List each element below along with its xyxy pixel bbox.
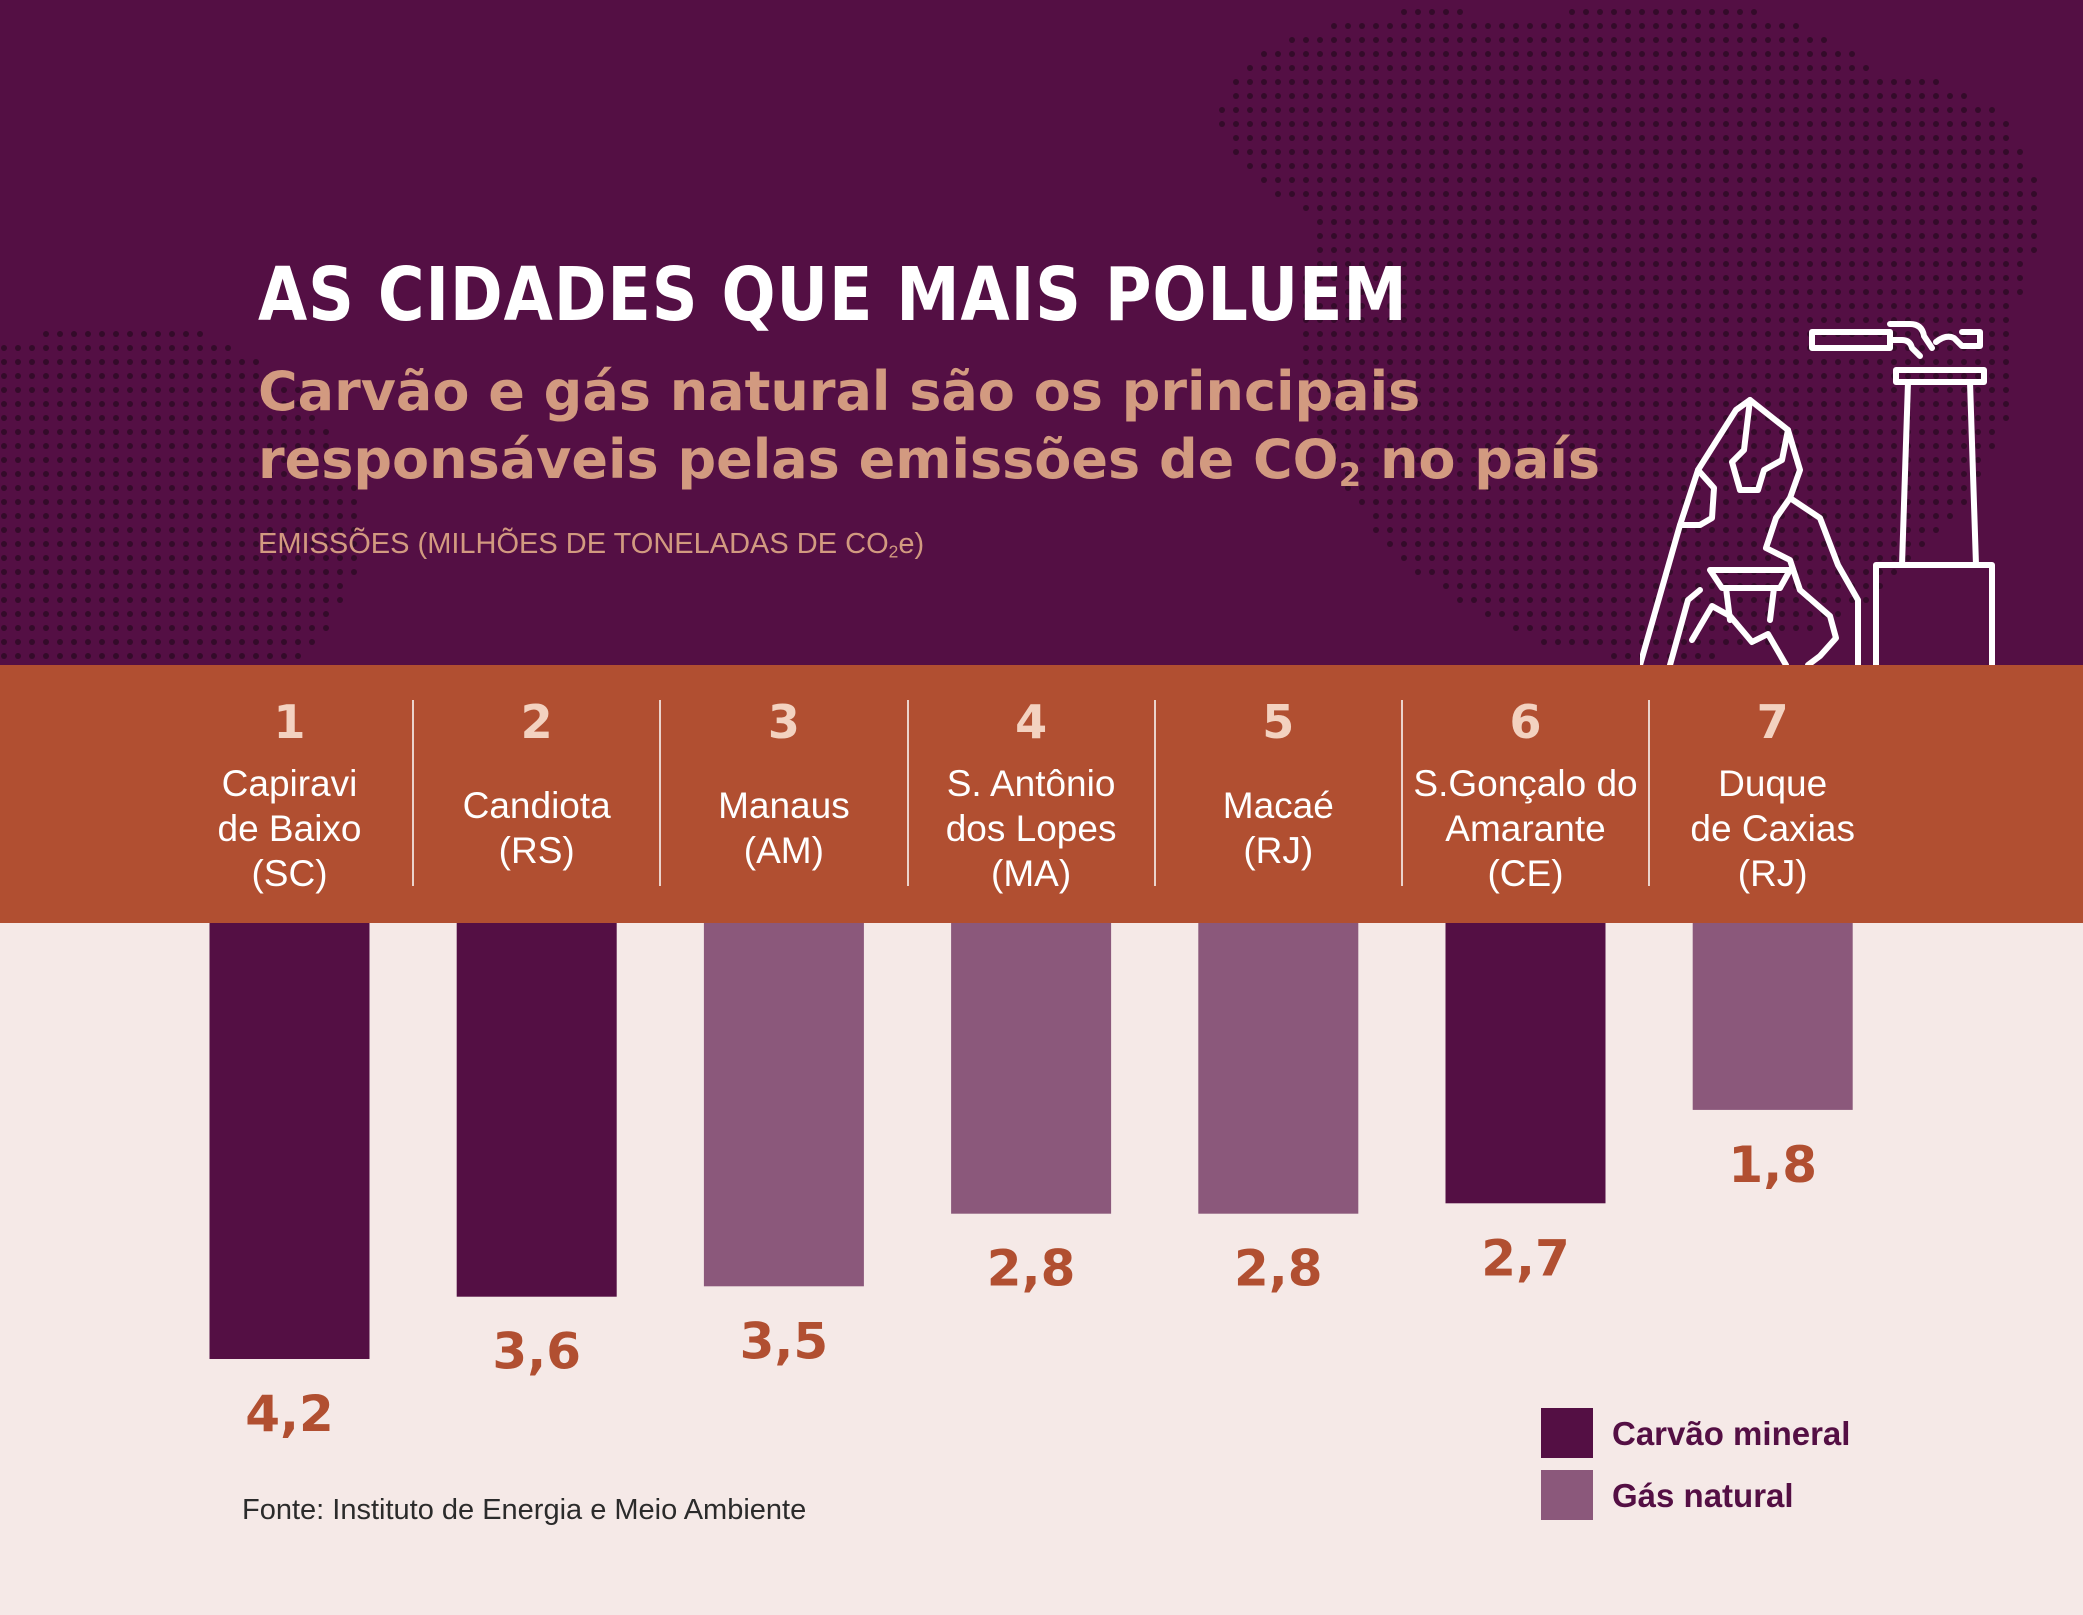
- bar-value-label-1: 4,2: [245, 1385, 334, 1443]
- column-divider: [1648, 700, 1650, 886]
- subtitle-line-2-suffix: no país: [1361, 428, 1601, 491]
- city-rank: 4: [1015, 695, 1048, 749]
- city-name: S.Gonçalo do Amarante (CE): [1413, 762, 1638, 894]
- bar-5: [1198, 923, 1359, 1214]
- axis-unit-label: EMISSÕES (MILHÕES DE TONELADAS DE CO2e): [258, 528, 924, 562]
- column-divider: [412, 700, 414, 886]
- map-dots-background: [1, 9, 2037, 659]
- page-title: AS CIDADES QUE MAIS POLUEM: [258, 252, 1408, 338]
- bar-1: [209, 923, 370, 1359]
- unit-suffix: e): [898, 528, 925, 560]
- bar-7: [1692, 923, 1853, 1110]
- city-header-band: 1 Capiravi de Baixo (SC) 2 Candiota (RS) 3 Ma…: [0, 665, 2083, 923]
- city-rank: 1: [273, 695, 306, 749]
- legend-swatch-gas: [1541, 1470, 1593, 1520]
- unit-prefix: EMISSÕES (MILHÕES DE TONELADAS DE CO: [258, 528, 889, 560]
- bar-2: [456, 923, 617, 1297]
- city-rank: 5: [1262, 695, 1295, 749]
- city-header-3: 3 Manaus (AM): [660, 665, 907, 923]
- column-divider: [1401, 700, 1403, 886]
- city-header-6: 6 S.Gonçalo do Amarante (CE): [1402, 665, 1649, 923]
- city-rank: 7: [1756, 695, 1789, 749]
- legend-label-gas: Gás natural: [1612, 1477, 1794, 1514]
- column-divider: [659, 700, 661, 886]
- city-header-2: 2 Candiota (RS): [413, 665, 660, 923]
- city-header-5: 5 Macaé (RJ): [1155, 665, 1402, 923]
- subtitle-subscript: 2: [1338, 456, 1362, 495]
- city-name: S. Antônio dos Lopes (MA): [945, 762, 1117, 894]
- unit-subscript: 2: [888, 541, 899, 562]
- city-header-4: 4 S. Antônio dos Lopes (MA): [908, 665, 1155, 923]
- legend-swatch-carvao: [1541, 1408, 1593, 1458]
- bar-value-label-6: 2,7: [1481, 1229, 1570, 1287]
- bar-6: [1445, 923, 1606, 1204]
- city-rank: 6: [1509, 695, 1542, 749]
- column-divider: [907, 700, 909, 886]
- city-name: Candiota (RS): [462, 785, 611, 871]
- source-note: Fonte: Instituto de Energia e Meio Ambie…: [242, 1494, 807, 1526]
- city-rank: 2: [520, 695, 553, 749]
- city-name: Manaus (AM): [718, 785, 850, 871]
- subtitle-line-2-prefix: responsáveis pelas emissões de CO: [258, 428, 1339, 491]
- header: AS CIDADES QUE MAIS POLUEM Carvão e gás …: [0, 0, 2083, 665]
- bar-3: [703, 923, 864, 1287]
- bar-4: [951, 923, 1112, 1214]
- city-name: Duque de Caxias (RJ): [1690, 762, 1855, 894]
- subtitle: Carvão e gás natural são os principais r…: [258, 358, 1600, 509]
- power-plant-icon: [1640, 321, 1995, 665]
- bar-value-label-7: 1,8: [1728, 1136, 1817, 1194]
- subtitle-line-1: Carvão e gás natural são os principais: [258, 360, 1421, 423]
- legend-label-carvao: Carvão mineral: [1612, 1415, 1851, 1452]
- city-header-1: 1 Capiravi de Baixo (SC): [166, 665, 413, 923]
- bar-value-label-4: 2,8: [987, 1240, 1076, 1298]
- bar-value-label-3: 3,5: [740, 1312, 829, 1370]
- city-header-7: 7 Duque de Caxias (RJ): [1649, 665, 1896, 923]
- column-divider: [1154, 700, 1156, 886]
- city-name: Macaé (RJ): [1222, 785, 1334, 871]
- city-name: Capiravi de Baixo (SC): [217, 762, 362, 894]
- bar-value-label-2: 3,6: [492, 1323, 581, 1381]
- bar-value-label-5: 2,8: [1234, 1240, 1323, 1298]
- city-rank: 3: [767, 695, 800, 749]
